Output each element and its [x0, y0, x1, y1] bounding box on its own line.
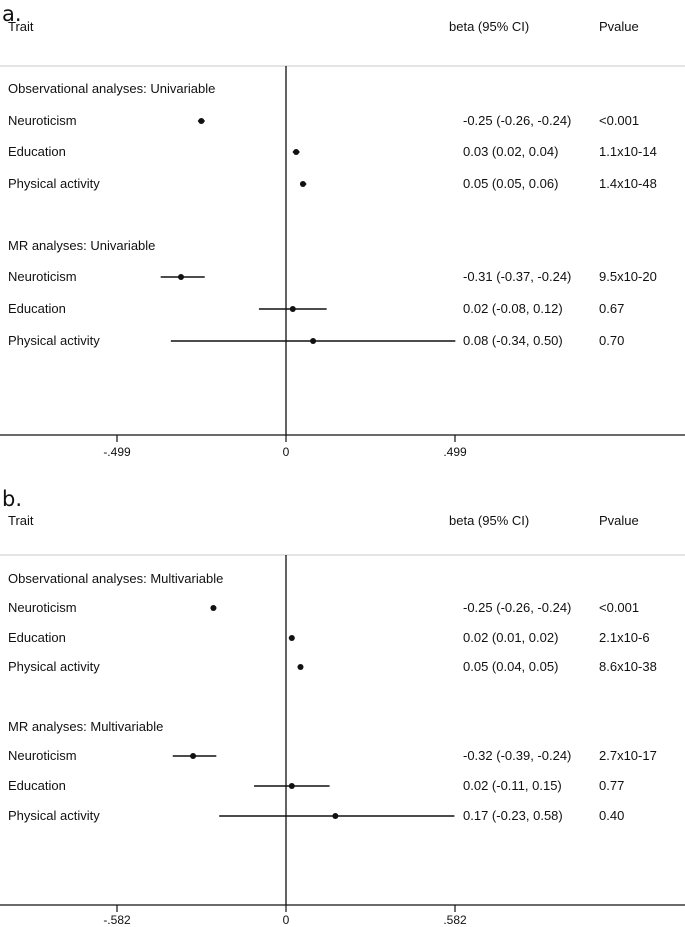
section-heading: MR analyses: Multivariable — [8, 719, 163, 734]
beta-ci-label: 0.02 (-0.11, 0.15) — [463, 778, 562, 793]
header-trait: Trait — [8, 19, 34, 34]
pvalue-label: 1.4x10-48 — [599, 176, 657, 191]
section-heading: Observational analyses: Univariable — [8, 81, 215, 96]
beta-ci-label: 0.08 (-0.34, 0.50) — [463, 333, 563, 348]
point-estimate-marker — [299, 181, 306, 187]
point-estimate-marker — [297, 664, 304, 670]
pvalue-label: 0.67 — [599, 301, 624, 316]
header-trait: Trait — [8, 513, 34, 528]
section-heading: MR analyses: Univariable — [8, 238, 155, 253]
estimate-marks — [172, 605, 455, 819]
point-estimate-marker — [310, 338, 317, 344]
pvalue-label: 9.5x10-20 — [599, 269, 657, 284]
point-estimate-marker — [289, 306, 296, 312]
beta-ci-label: 0.17 (-0.23, 0.58) — [463, 808, 563, 823]
trait-label: Education — [8, 630, 66, 645]
beta-ci-label: 0.05 (0.05, 0.06) — [463, 176, 558, 191]
pvalue-label: <0.001 — [599, 600, 639, 615]
forest-panel-b: b. Trait beta (95% CI) Pvalue Observatio… — [0, 487, 685, 927]
beta-ci-label: 0.02 (-0.08, 0.12) — [463, 301, 563, 316]
forest-panel-a: a. Trait beta (95% CI) Pvalue Observatio… — [0, 2, 685, 459]
point-estimate-marker — [210, 605, 217, 611]
trait-label: Neuroticism — [8, 600, 77, 615]
x-tick-label: .582 — [443, 913, 467, 927]
header-beta: beta (95% CI) — [449, 19, 529, 34]
x-tick-label: -.582 — [103, 913, 131, 927]
estimate-marks — [160, 118, 456, 344]
header-beta: beta (95% CI) — [449, 513, 529, 528]
pvalue-label: <0.001 — [599, 113, 639, 128]
point-estimate-marker — [293, 149, 300, 155]
pvalue-label: 8.6x10-38 — [599, 659, 657, 674]
trait-label: Education — [8, 301, 66, 316]
trait-label: Neuroticism — [8, 269, 77, 284]
trait-label: Neuroticism — [8, 748, 77, 763]
x-tick-label: 0 — [283, 913, 290, 927]
beta-ci-label: -0.25 (-0.26, -0.24) — [463, 600, 571, 615]
beta-ci-label: 0.05 (0.04, 0.05) — [463, 659, 558, 674]
beta-ci-label: 0.02 (0.01, 0.02) — [463, 630, 558, 645]
beta-ci-label: -0.25 (-0.26, -0.24) — [463, 113, 571, 128]
point-estimate-marker — [332, 813, 339, 819]
panel-label: a. — [2, 2, 22, 26]
row-labels: Observational analyses: Multivariable Neu… — [8, 571, 657, 823]
x-tick-label: -.499 — [103, 445, 131, 459]
trait-label: Physical activity — [8, 659, 100, 674]
panel-label: b. — [2, 487, 22, 511]
trait-label: Neuroticism — [8, 113, 77, 128]
trait-label: Physical activity — [8, 176, 100, 191]
point-estimate-marker — [190, 753, 197, 759]
pvalue-label: 0.77 — [599, 778, 624, 793]
pvalue-label: 2.7x10-17 — [599, 748, 657, 763]
point-estimate-marker — [288, 635, 295, 641]
row-labels: Observational analyses: Univariable Neuro… — [8, 81, 657, 348]
point-estimate-marker — [178, 274, 185, 280]
point-estimate-marker — [198, 118, 205, 124]
beta-ci-label: -0.31 (-0.37, -0.24) — [463, 269, 571, 284]
trait-label: Physical activity — [8, 808, 100, 823]
trait-label: Physical activity — [8, 333, 100, 348]
header-pvalue: Pvalue — [599, 513, 639, 528]
pvalue-label: 2.1x10-6 — [599, 630, 650, 645]
beta-ci-label: -0.32 (-0.39, -0.24) — [463, 748, 571, 763]
pvalue-label: 1.1x10-14 — [599, 144, 657, 159]
point-estimate-marker — [288, 783, 295, 789]
x-axis-ticks: -.499 0 .499 — [103, 435, 467, 459]
header-pvalue: Pvalue — [599, 19, 639, 34]
pvalue-label: 0.70 — [599, 333, 624, 348]
trait-label: Education — [8, 778, 66, 793]
x-tick-label: 0 — [283, 445, 290, 459]
pvalue-label: 0.40 — [599, 808, 624, 823]
x-tick-label: .499 — [443, 445, 467, 459]
trait-label: Education — [8, 144, 66, 159]
beta-ci-label: 0.03 (0.02, 0.04) — [463, 144, 558, 159]
section-heading: Observational analyses: Multivariable — [8, 571, 223, 586]
x-axis-ticks: -.582 0 .582 — [103, 905, 467, 927]
